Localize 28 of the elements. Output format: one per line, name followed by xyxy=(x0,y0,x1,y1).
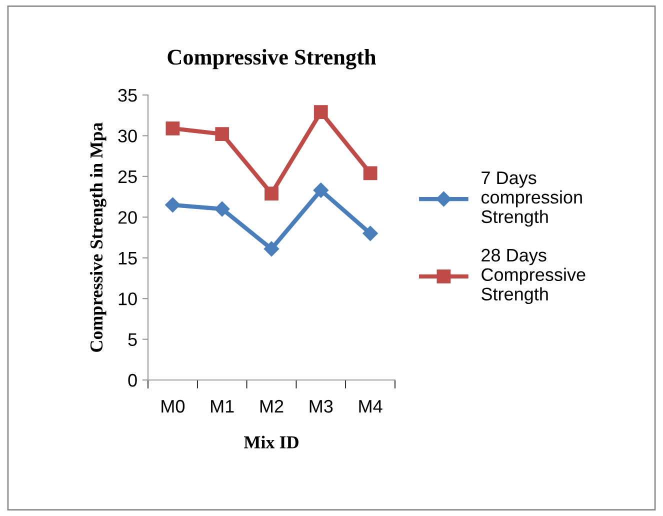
x-tick-label: M0 xyxy=(162,400,185,413)
x-tick-label: M2 xyxy=(260,400,284,413)
y-tick-label: 0 xyxy=(128,374,137,387)
y-tick-label: 15 xyxy=(118,252,137,265)
legend-label: 28 Days Compressive Strength xyxy=(482,248,586,304)
x-tick-label: M3 xyxy=(310,400,333,413)
x-axis-title: Mix ID xyxy=(244,436,298,448)
point xyxy=(314,105,328,120)
y-tick-label: 5 xyxy=(128,333,137,346)
point xyxy=(214,201,230,217)
y-axis-title: Compressive Strength in Mpa xyxy=(90,122,106,352)
point xyxy=(362,226,378,241)
x-tick-label: M1 xyxy=(211,400,234,413)
point xyxy=(165,197,180,212)
point xyxy=(264,186,278,200)
point xyxy=(363,166,378,180)
x-tick-label: M4 xyxy=(359,400,382,413)
point xyxy=(313,182,328,198)
y-tick-label: 20 xyxy=(118,211,137,224)
legend-label: 7 Days compression Strength xyxy=(481,172,582,227)
y-tick-label: 30 xyxy=(118,130,137,142)
point xyxy=(215,127,230,142)
point xyxy=(166,121,180,136)
point xyxy=(264,241,280,256)
y-tick-label: 35 xyxy=(118,88,137,102)
y-tick-label: 10 xyxy=(118,292,137,306)
chart-title: Compressive Strength xyxy=(168,49,376,70)
y-tick-label: 25 xyxy=(118,170,137,184)
